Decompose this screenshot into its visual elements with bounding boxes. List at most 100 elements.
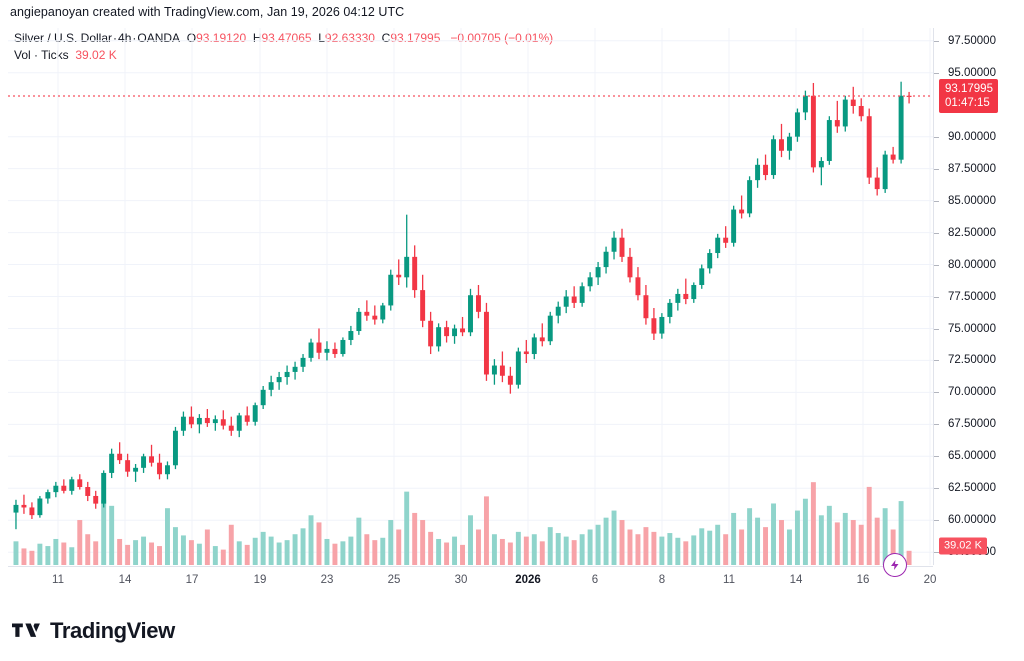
volume-bar [603,517,609,565]
candle-body [468,295,473,333]
volume-bar [308,515,314,565]
volume-bar [428,531,434,565]
price-axis-tick-mark [934,40,939,42]
price-axis-tick: 75.00000 [948,322,996,335]
time-axis-tick: 25 [387,574,401,586]
volume-bar [69,547,75,565]
volume-bar [125,544,131,565]
volume-bar [476,529,481,565]
candle-body [380,305,386,320]
candle-body [802,95,808,113]
price-axis[interactable]: 97.50000 95.00000 90.00000 87.50000 85.00000… [933,28,1024,565]
volume-bar [260,531,266,565]
price-axis-tick-mark [934,392,939,394]
price-axis-tick-mark [934,328,939,330]
candle-body [699,268,705,285]
current-price-badge[interactable]: 93.17995 01:47:15 [939,79,998,113]
volume-bar [683,541,689,565]
candle-body [141,456,147,468]
volume-bar [635,534,641,565]
candle-body [755,164,761,181]
time-axis-tick: 14 [118,574,132,586]
legend-high-key: H [252,31,262,45]
candle-body [547,315,553,342]
lightning-bolt-icon[interactable] [883,553,907,577]
volume-bar [37,543,43,565]
volume-bar [268,536,274,565]
legend-close-value: 93.17995 [390,31,441,45]
volume-bar [571,540,577,565]
candle-body [428,320,434,347]
volume-bar [117,538,123,565]
candle-body [731,209,737,243]
volume-bar [755,517,761,565]
volume-bar [723,534,729,565]
candle-body [165,465,170,475]
price-axis-tick: 65.00000 [948,450,996,463]
candle-body [21,504,27,508]
candle-body [308,342,314,358]
volume-bar [332,543,338,565]
candle-body [157,462,162,475]
chart-legend: Silver / U.S. Dollar·4h·OANDA O93.19120 … [14,30,553,64]
legend-symbol[interactable]: Silver / U.S. Dollar [14,31,113,45]
volume-bar [866,486,872,565]
candle-body [882,154,888,190]
chart-plot-area[interactable] [8,28,933,565]
volume-bar [13,541,19,565]
candle-body [587,277,593,287]
candle-body [579,286,585,303]
legend-exchange: OANDA [137,31,181,45]
candle-body [794,112,800,137]
candle-body [531,337,537,355]
price-axis-tick-mark [934,200,939,202]
candle-body [619,237,625,257]
volume-bar [898,501,904,565]
volume-value-badge[interactable]: 39.02 K [939,537,987,555]
volume-bar [523,536,529,565]
volume-bar [53,538,59,565]
volume-bar [101,499,107,565]
time-axis-tick: 20 [923,574,937,586]
volume-bar [228,524,234,565]
volume-bar [460,544,465,565]
price-axis-tick-mark [934,232,939,234]
volume-bar [133,540,139,565]
chart-canvas[interactable] [8,28,933,565]
volume-bar [364,534,370,565]
legend-volume-label[interactable]: Vol · Ticks [14,48,69,62]
candle-body [595,267,601,278]
candle-body [635,277,641,296]
candle-body [101,472,107,504]
volume-bar [491,534,497,565]
volume-bar [380,537,386,565]
candle-body [85,487,91,496]
volume-bar [826,505,832,565]
volume-bar [348,536,354,565]
candle-body [188,416,194,425]
tradingview-wordmark: TradingView [50,618,175,643]
volume-bar [890,529,896,565]
volume-bar [818,515,824,565]
time-axis-tick: 11 [723,574,735,586]
legend-volume-value: 39.02 K [75,48,117,62]
candle-body [69,479,75,491]
time-axis[interactable]: 11 14 17 19 23 25 30 2026 6 8 11 14 16 20 [8,566,936,593]
candle-body [818,160,824,168]
price-axis-tick-mark [934,456,939,458]
candle-body [515,351,521,385]
volume-series [13,482,912,565]
volume-bar [93,541,99,565]
candle-body [866,116,872,178]
footer-branding: TradingView [12,618,175,644]
time-axis-tick: 16 [856,574,870,586]
volume-bar [436,538,442,565]
volume-bar [172,527,178,565]
volume-bar [507,542,513,565]
candle-body [643,295,649,319]
candle-body [356,311,362,332]
candle-body [691,284,697,300]
candle-body [172,430,178,466]
candle-body [93,495,99,504]
